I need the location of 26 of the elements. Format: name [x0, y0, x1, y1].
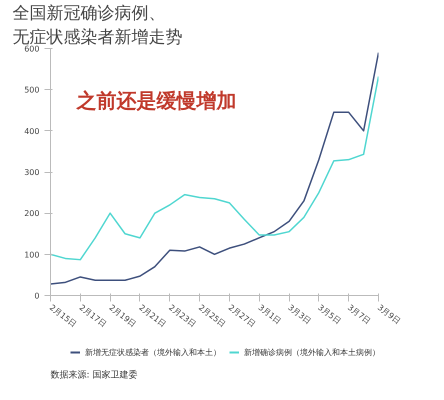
chart-title: 全国新冠确诊病例、 [12, 4, 166, 24]
legend-label: 新增无症状感染者（境外输入和本土） [85, 346, 221, 358]
y-tick-label: 200 [24, 209, 40, 218]
source-note: 数据来源: 国家卫建委 [50, 370, 138, 380]
y-tick-label: 500 [24, 86, 40, 95]
y-tick-label: 600 [24, 44, 40, 54]
y-tick-label: 100 [24, 250, 40, 260]
y-tick-label: 400 [24, 126, 40, 136]
x-tick-label: 3月1日 [256, 302, 283, 326]
x-tick-label: 3月7日 [346, 302, 372, 326]
x-tick-label: 3月5日 [316, 302, 342, 326]
x-tick-label: 3月9日 [376, 302, 402, 326]
x-tick-label: 2月25日 [196, 302, 228, 330]
x-tick-label: 2月23日 [167, 302, 198, 330]
x-tick-label: 2月27日 [226, 302, 258, 330]
y-tick-label: 0 [34, 292, 40, 300]
annotation: 之前还是缓慢增加 [76, 88, 237, 113]
y-tick-label: 300 [24, 168, 40, 177]
x-tick-label: 2月21日 [137, 302, 168, 330]
x-tick-label: 2月15日 [48, 302, 78, 330]
x-tick-label: 2月17日 [78, 302, 108, 330]
line-series [50, 76, 378, 260]
x-tick-label: 3月3日 [286, 302, 313, 326]
line-series [50, 52, 378, 285]
legend-label: 新增确诊病例（境外输入和本土病例） [244, 346, 379, 358]
x-tick-label: 2月19日 [107, 302, 138, 330]
